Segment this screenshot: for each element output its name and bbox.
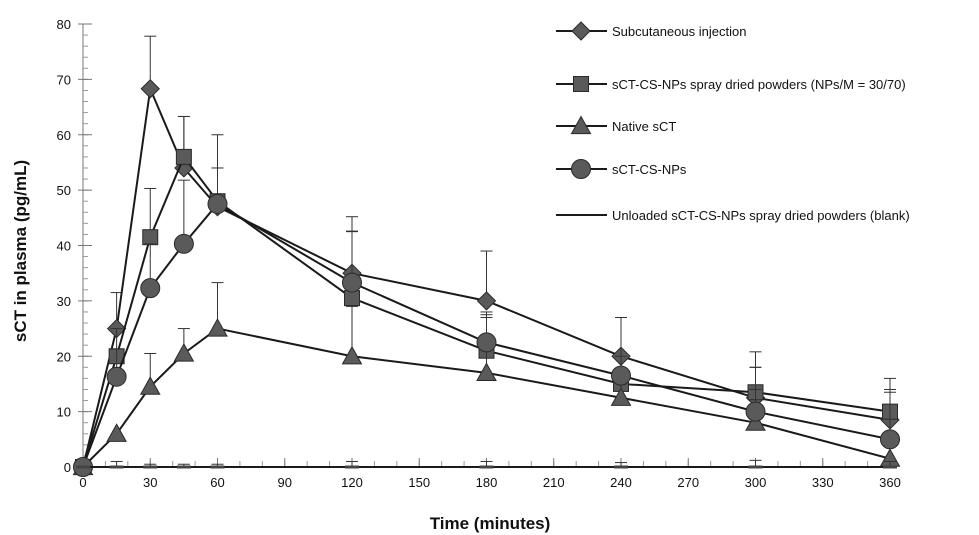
y-tick-label: 60 bbox=[57, 128, 71, 143]
data-point bbox=[207, 318, 228, 337]
data-point bbox=[140, 278, 161, 299]
data-point bbox=[175, 148, 192, 165]
x-tick-label: 60 bbox=[210, 475, 224, 490]
series-line bbox=[82, 154, 891, 468]
data-point bbox=[106, 366, 127, 387]
series-4 bbox=[73, 134, 900, 477]
legend-marker bbox=[570, 115, 592, 135]
y-tick-label: 50 bbox=[57, 183, 71, 198]
series-line bbox=[82, 327, 891, 468]
legend-marker bbox=[573, 76, 589, 92]
legend: Subcutaneous injection sCT-CS-NPs spray d… bbox=[556, 21, 910, 223]
legend-label: Unloaded sCT-CS-NPs spray dried powders … bbox=[612, 208, 910, 223]
x-tick-label: 30 bbox=[143, 475, 157, 490]
data-point bbox=[342, 272, 362, 293]
x-axis-ticks: 0 30 60 90 120 150 180 210 240 270 300 330 360 bbox=[79, 458, 901, 490]
data-point bbox=[173, 233, 194, 254]
legend-item: Subcutaneous injection bbox=[556, 21, 746, 41]
y-axis-ticks: 0 10 20 30 40 50 60 70 80 bbox=[57, 17, 92, 475]
x-tick-label: 90 bbox=[278, 475, 292, 490]
x-tick-label: 180 bbox=[476, 475, 498, 490]
x-tick-label: 330 bbox=[812, 475, 834, 490]
y-tick-label: 10 bbox=[57, 405, 71, 420]
y-tick-label: 30 bbox=[57, 294, 71, 309]
data-point bbox=[476, 291, 497, 311]
data-point bbox=[745, 412, 766, 431]
y-tick-label: 70 bbox=[57, 72, 71, 87]
x-tick-label: 270 bbox=[677, 475, 699, 490]
data-point bbox=[341, 345, 363, 365]
legend-item: Unloaded sCT-CS-NPs spray dried powders … bbox=[556, 208, 910, 223]
series-line bbox=[82, 202, 891, 468]
legend-label: sCT-CS-NPs bbox=[612, 162, 687, 177]
y-tick-label: 40 bbox=[57, 239, 71, 254]
data-point bbox=[207, 193, 228, 214]
series-layer bbox=[72, 35, 901, 477]
legend-marker bbox=[571, 159, 591, 179]
legend-marker bbox=[571, 21, 591, 41]
data-point bbox=[610, 387, 632, 406]
series-5 bbox=[76, 459, 897, 469]
data-point bbox=[745, 401, 766, 422]
y-axis-title: sCT in plasma (pg/mL) bbox=[11, 160, 30, 342]
y-tick-label: 80 bbox=[57, 17, 71, 32]
x-tick-label: 300 bbox=[745, 475, 767, 490]
data-point bbox=[344, 290, 360, 307]
data-point bbox=[476, 362, 497, 381]
x-tick-label: 360 bbox=[879, 475, 901, 490]
data-point bbox=[880, 429, 900, 450]
legend-item: sCT-CS-NPs bbox=[556, 159, 687, 179]
x-tick-label: 210 bbox=[543, 475, 565, 490]
data-point bbox=[476, 332, 497, 353]
x-tick-label: 240 bbox=[610, 475, 632, 490]
data-point bbox=[140, 79, 160, 99]
legend-label: Native sCT bbox=[612, 119, 676, 134]
legend-label: Subcutaneous injection bbox=[612, 24, 746, 39]
series-3 bbox=[72, 282, 901, 476]
legend-item: Native sCT bbox=[556, 115, 676, 135]
data-point bbox=[173, 342, 195, 362]
data-point bbox=[142, 229, 159, 246]
series-line bbox=[82, 85, 891, 468]
data-point bbox=[139, 376, 161, 395]
legend-item: sCT-CS-NPs spray dried powders (NPs/M = … bbox=[556, 76, 906, 92]
x-tick-label: 0 bbox=[79, 475, 86, 490]
y-tick-label: 20 bbox=[57, 349, 71, 364]
x-tick-label: 120 bbox=[341, 475, 363, 490]
x-axis-title: Time (minutes) bbox=[430, 514, 551, 533]
legend-label: sCT-CS-NPs spray dried powders (NPs/M = … bbox=[612, 77, 906, 92]
series-1 bbox=[73, 35, 900, 477]
data-point bbox=[106, 423, 127, 442]
y-tick-label: 0 bbox=[64, 460, 71, 475]
x-tick-label: 150 bbox=[408, 475, 430, 490]
data-point bbox=[611, 365, 631, 386]
